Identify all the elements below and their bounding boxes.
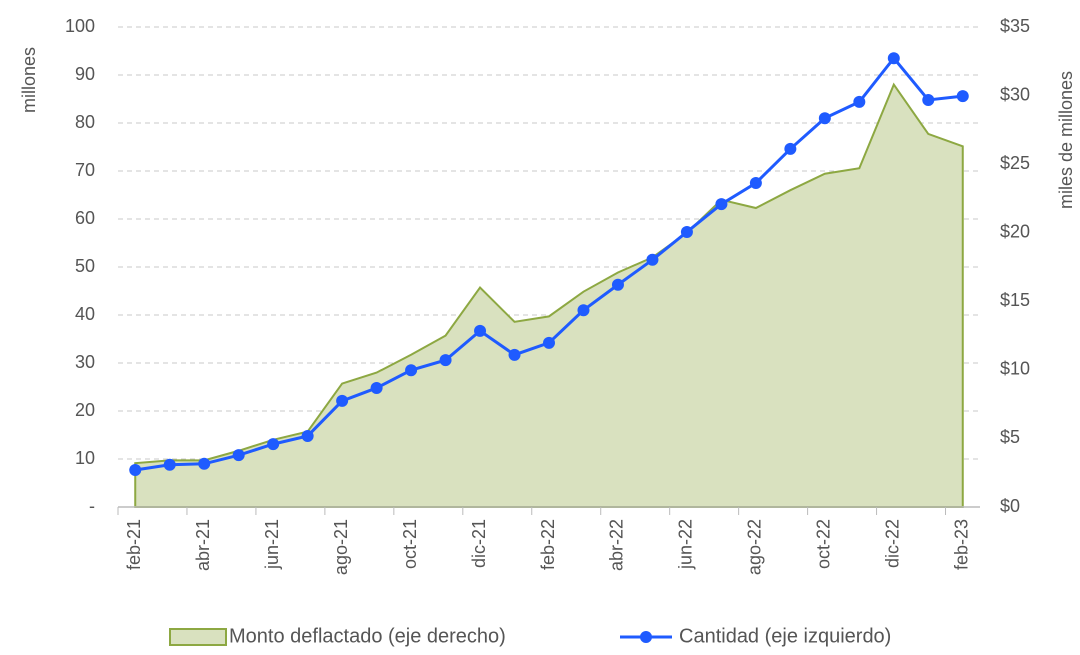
y2-tick-label: $35 [1000, 16, 1030, 36]
point [680, 225, 693, 238]
point [267, 438, 280, 451]
y-tick-label: 10 [75, 448, 95, 468]
point [749, 177, 762, 189]
x-tick-label: feb-21 [124, 519, 144, 570]
point [611, 278, 624, 291]
legend-label: Monto deflactado (eje derecho) [229, 625, 506, 647]
legend-swatch [169, 628, 227, 646]
area [134, 82, 964, 508]
y-tick-label: 90 [75, 64, 95, 84]
x-tick-label: jun-21 [262, 519, 282, 570]
point [577, 304, 590, 317]
y2-tick-label: $30 [1000, 84, 1030, 104]
point [922, 93, 935, 106]
point [232, 449, 245, 462]
y-tick-label: 70 [75, 160, 95, 180]
point [370, 381, 383, 394]
point [198, 457, 211, 470]
x-tick-label: ago-22 [745, 519, 765, 575]
x-tick-label: jun-22 [676, 519, 696, 570]
y-tick-label: 40 [75, 304, 95, 324]
y2-tick-label: $0 [1000, 496, 1020, 516]
y-tick-label: - [89, 496, 95, 516]
y-tick-label: 100 [65, 16, 95, 36]
y2-tick-label: $25 [1000, 153, 1030, 173]
point [853, 95, 866, 108]
point [301, 429, 314, 442]
point [784, 142, 797, 155]
point [439, 354, 452, 367]
y-tick-label: 80 [75, 112, 95, 132]
x-tick-label: oct-21 [400, 519, 420, 569]
point [818, 112, 831, 125]
point [405, 364, 418, 377]
x-tick-label: feb-22 [538, 519, 558, 570]
y2-tick-label: $10 [1000, 359, 1030, 379]
x-tick-label: dic-21 [469, 519, 489, 568]
y-tick-label: 60 [75, 208, 95, 228]
legend-label: Cantidad (eje izquierdo) [679, 625, 891, 647]
y2-axis-title: miles de millones [1056, 71, 1076, 209]
point [956, 90, 969, 103]
point [474, 324, 487, 337]
y-tick-label: 50 [75, 256, 95, 276]
point [508, 348, 521, 361]
x-tick-label: feb-23 [952, 519, 972, 570]
legend-swatch-dot [640, 631, 652, 643]
point [715, 198, 728, 211]
y2-tick-label: $5 [1000, 427, 1020, 447]
point [646, 253, 659, 266]
y-tick-label: 30 [75, 352, 95, 372]
point [129, 464, 142, 477]
y-axis-title: millones [19, 47, 39, 113]
point [543, 336, 555, 349]
point [887, 52, 900, 65]
point [163, 458, 176, 471]
x-tick-label: ago-21 [331, 519, 351, 575]
x-tick-label: abr-22 [607, 519, 627, 571]
x-tick-label: abr-21 [193, 519, 213, 571]
y-tick-label: 20 [75, 400, 95, 420]
x-tick-label: oct-22 [814, 519, 834, 569]
y2-tick-label: $20 [1000, 221, 1030, 241]
y2-tick-label: $15 [1000, 290, 1030, 310]
point [336, 394, 349, 407]
x-tick-label: dic-22 [883, 519, 903, 568]
